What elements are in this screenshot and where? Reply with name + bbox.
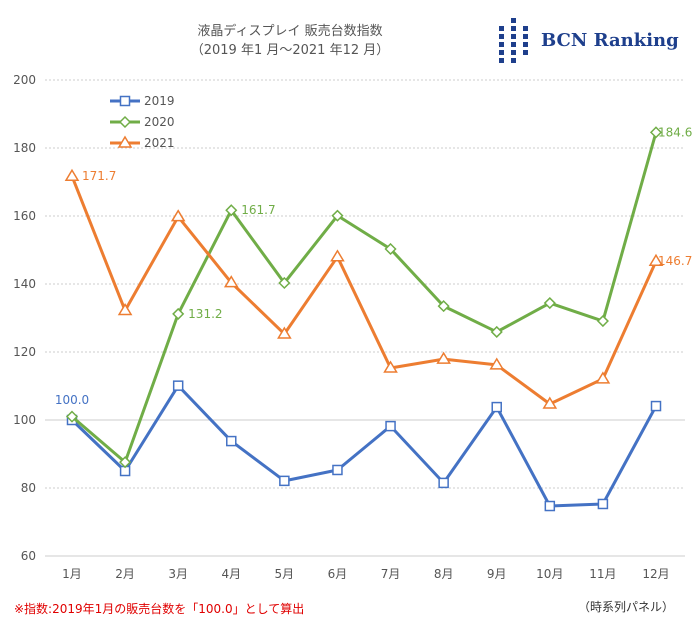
data-point-2019 <box>491 401 502 413</box>
data-point-2019 <box>544 500 556 512</box>
x-tick-label: 11月 <box>589 567 616 581</box>
footnote: ※指数:2019年1月の販売台数を「100.0」として算出 <box>14 602 305 616</box>
legend-label: 2021 <box>144 136 175 150</box>
data-label: 100.0 <box>55 393 89 407</box>
data-point-2019 <box>597 498 609 510</box>
legend-marker-2020 <box>118 115 132 129</box>
data-point-2021 <box>542 396 558 409</box>
y-tick-label: 100 <box>13 413 36 427</box>
data-point-2019 <box>279 475 290 487</box>
logo-text: BCN Ranking <box>541 30 679 51</box>
y-tick-label: 180 <box>13 141 36 155</box>
series-line-2020 <box>71 131 658 464</box>
logo-mark-icon <box>499 18 528 63</box>
data-point-2020 <box>437 300 450 313</box>
x-tick-label: 5月 <box>275 567 295 581</box>
data-point-2020 <box>119 456 132 469</box>
x-tick-label: 12月 <box>642 567 669 581</box>
data-label: 146.7 <box>658 254 692 268</box>
data-label: 161.7 <box>241 203 275 217</box>
legend-marker-2021 <box>117 135 133 148</box>
legend-marker-2019 <box>119 95 131 107</box>
data-point-2019 <box>226 435 237 447</box>
data-point-2020 <box>649 126 663 139</box>
y-tick-label: 140 <box>13 277 36 291</box>
series-line-2021 <box>70 175 658 406</box>
x-tick-label: 9月 <box>487 567 507 581</box>
data-point-2020 <box>384 242 397 256</box>
y-tick-label: 200 <box>13 73 36 87</box>
data-point-2019 <box>172 380 184 391</box>
subtitle-line: （2019 年1 月～2021 年12 月） <box>190 43 390 58</box>
data-label: 131.2 <box>188 307 222 321</box>
data-point-2019 <box>438 477 449 489</box>
x-tick-label: 6月 <box>328 567 348 581</box>
x-tick-label: 10月 <box>536 567 563 581</box>
data-point-2020 <box>596 314 609 328</box>
x-tick-label: 1月 <box>62 567 82 581</box>
data-label: 184.6 <box>658 125 692 139</box>
data-point-2020 <box>225 204 238 217</box>
x-tick-label: 2月 <box>115 567 135 581</box>
bcn-logo: BCN Ranking <box>497 18 679 63</box>
data-point-2020 <box>172 307 185 320</box>
x-tick-label: 8月 <box>434 567 454 581</box>
series-line-2019 <box>70 384 658 508</box>
data-point-2021 <box>64 168 80 181</box>
source-label: （時系列パネル） <box>578 600 675 614</box>
chart-title: 液晶ディスプレイ 販売台数指数 （2019 年1 月～2021 年12 月） <box>180 22 400 60</box>
legend-label: 2019 <box>144 94 175 108</box>
data-point-2019 <box>332 464 343 476</box>
line-chart: 60 80 100 120 140 160 180 200 1月 2月 3月 4月 5月 6月 7月 8月 9月… <box>13 73 692 581</box>
x-tick-label: 3月 <box>168 567 188 581</box>
data-point-2021 <box>595 371 611 384</box>
y-tick-label: 120 <box>13 345 36 359</box>
data-label: 171.7 <box>82 169 116 183</box>
y-tick-label: 80 <box>21 481 36 495</box>
data-point-2020 <box>490 325 503 339</box>
title-line: 液晶ディスプレイ 販売台数指数 <box>197 24 383 39</box>
y-tick-label: 160 <box>13 209 36 223</box>
x-tick-label: 7月 <box>381 567 401 581</box>
data-point-2020 <box>331 209 344 222</box>
data-point-2020 <box>278 276 291 290</box>
data-point-2020 <box>65 410 79 423</box>
data-point-2019 <box>385 420 396 432</box>
legend-label: 2020 <box>144 115 175 129</box>
data-point-2020 <box>543 296 556 310</box>
y-tick-label: 60 <box>21 549 36 563</box>
data-point-2021 <box>223 275 239 288</box>
x-tick-label: 4月 <box>221 567 241 581</box>
data-point-2021 <box>383 360 398 373</box>
data-point-2021 <box>330 249 345 262</box>
data-point-2021 <box>489 357 505 370</box>
data-point-2021 <box>436 351 451 364</box>
data-point-2021 <box>117 303 133 316</box>
data-point-2021 <box>170 209 186 222</box>
data-point-2021 <box>648 253 664 266</box>
data-point-2021 <box>277 326 292 339</box>
data-point-2019 <box>650 400 662 412</box>
